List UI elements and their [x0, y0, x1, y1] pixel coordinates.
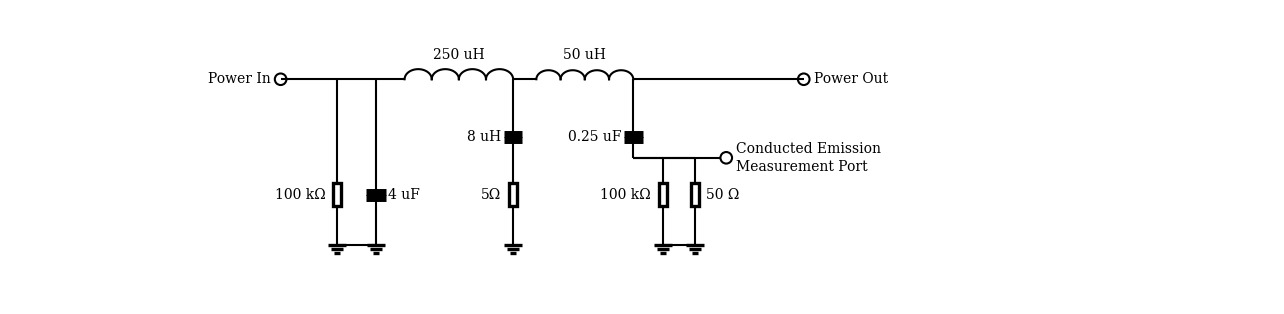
Text: 4 uF: 4 uF — [388, 188, 420, 202]
Text: 50 uH: 50 uH — [564, 48, 606, 62]
Text: 50 Ω: 50 Ω — [706, 188, 740, 202]
Text: Measurement Port: Measurement Port — [736, 160, 868, 174]
Bar — [659, 183, 666, 206]
Text: Power Out: Power Out — [814, 72, 889, 86]
Text: 0.25 uF: 0.25 uF — [568, 130, 621, 144]
Text: 100 kΩ: 100 kΩ — [601, 188, 651, 202]
Text: 8 uH: 8 uH — [467, 130, 502, 144]
Bar — [691, 183, 698, 206]
Bar — [510, 183, 517, 206]
Text: 100 kΩ: 100 kΩ — [275, 188, 326, 202]
Text: Conducted Emission: Conducted Emission — [736, 142, 881, 155]
Text: 250 uH: 250 uH — [433, 48, 484, 62]
Text: 5Ω: 5Ω — [482, 188, 502, 202]
Bar — [334, 183, 342, 206]
Text: Power In: Power In — [208, 72, 271, 86]
